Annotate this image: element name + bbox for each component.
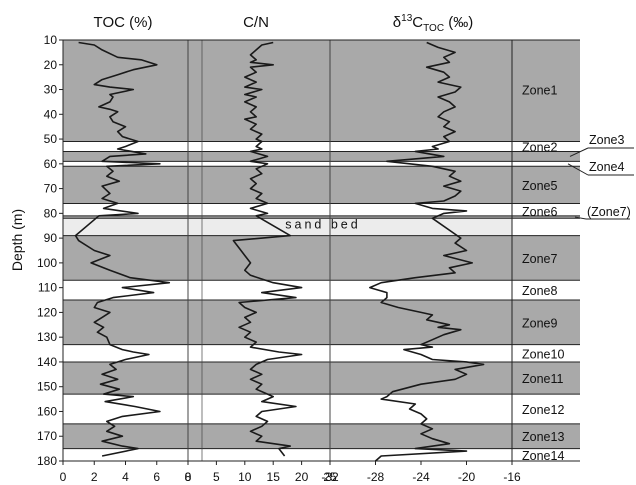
- x-tick-label-p3-5: -16: [503, 470, 521, 484]
- axes-layer: 0 2 4 6 80 5 10 15 20 25-32 -28 -24 -20 -161020304050…: [37, 33, 521, 484]
- y-tick-label-1: 10: [44, 33, 58, 47]
- zone4-leader: [567, 163, 589, 176]
- zone-label-11: Zone9: [522, 316, 557, 330]
- x-tick-label-p1-4: 6: [153, 470, 160, 484]
- panel-dividers: [62, 39, 513, 462]
- zone-band-10: [63, 280, 580, 301]
- x-tick-label-p2-4: 15: [267, 470, 281, 484]
- series-line-1: [74, 41, 171, 457]
- zone-band-15: [63, 423, 580, 449]
- zone-label-9: Zone7: [522, 252, 557, 266]
- zone-band-12: [63, 344, 580, 362]
- panel-title-cn: C/N: [243, 14, 269, 31]
- panel-title-toc: TOC (%): [94, 14, 153, 31]
- x-tick-label-p3-1: -32: [321, 470, 339, 484]
- zone-label-zone7-paren: (Zone7): [587, 205, 631, 219]
- y-tick-label-3: 30: [44, 83, 58, 97]
- y-tick-label-14: 140: [37, 355, 57, 369]
- zone7-paren-leader: [574, 216, 587, 220]
- y-tick-label-9: 90: [44, 231, 58, 245]
- series-layer: [74, 41, 485, 462]
- x-tick-label-p1-2: 2: [91, 470, 98, 484]
- zone-label-5: Zone5: [522, 179, 557, 193]
- zone-label-12: Zone10: [522, 347, 564, 361]
- y-tick-label-8: 80: [44, 206, 58, 220]
- y-tick-label-10: 100: [37, 256, 57, 270]
- x-tick-label-p1-5: 8: [185, 470, 192, 484]
- zone3-leader: [569, 147, 589, 157]
- y-tick-label-17: 170: [37, 429, 57, 443]
- y-tick-label-7: 70: [44, 182, 58, 196]
- series-line-2: [232, 41, 303, 457]
- zone-band-5: [63, 166, 580, 204]
- zone-label-zone4: Zone4: [589, 160, 624, 174]
- x-tick-label-p3-4: -20: [458, 470, 476, 484]
- zone-label-10: Zone8: [522, 284, 557, 298]
- y-tick-label-4: 40: [44, 107, 58, 121]
- zone-band-9: [63, 235, 580, 281]
- zone-band-3: [63, 151, 580, 162]
- y-tick-label-15: 150: [37, 380, 57, 394]
- series-line-3: [369, 41, 485, 462]
- zone-band-4: [63, 161, 580, 167]
- zone-band-11: [63, 300, 580, 345]
- x-tick-label-p2-2: 5: [213, 470, 220, 484]
- panel-title-d13c: δ13CTOC (‰): [393, 13, 473, 34]
- zone-label-16: Zone14: [522, 449, 564, 463]
- x-tick-label-p2-5: 20: [295, 470, 309, 484]
- y-tick-label-2: 20: [44, 58, 58, 72]
- zone-label-13: Zone11: [522, 372, 564, 386]
- y-tick-label-16: 160: [37, 404, 57, 418]
- y-tick-label-6: 60: [44, 157, 58, 171]
- y-tick-label-12: 120: [37, 305, 57, 319]
- zone-label-2: Zone2: [522, 140, 557, 154]
- zone-band-7: [63, 215, 580, 219]
- x-tick-label-p3-2: -28: [367, 470, 385, 484]
- zone-band-6: [63, 203, 580, 216]
- zone-band-13: [63, 361, 580, 395]
- y-tick-label-5: 50: [44, 132, 58, 146]
- zone-band-16: [63, 448, 580, 461]
- y-tick-label-11: 110: [38, 281, 57, 295]
- y-tick-label-18: 180: [37, 454, 57, 468]
- zone-labels: Zone1 Zone2 Zone5 Zone6 sand bed Zone7 Zone8 Zo…: [285, 84, 634, 463]
- x-tick-label-p1-3: 4: [122, 470, 129, 484]
- zone-label-6: Zone6: [522, 205, 557, 219]
- sand-bed-label: sand bed: [285, 217, 360, 231]
- zones-layer: [63, 39, 580, 462]
- x-tick-label-p1-1: 0: [60, 470, 67, 484]
- plot-frame: [62, 39, 513, 462]
- x-tick-label-p2-3: 10: [238, 470, 252, 484]
- zone-band-1: [63, 40, 580, 142]
- y-axis-label: Depth (m): [9, 209, 25, 271]
- zone-label-14: Zone12: [522, 403, 564, 417]
- x-tick-label-p2-6: 25: [323, 470, 337, 484]
- zone-label-zone3: Zone3: [589, 133, 624, 147]
- zone-band-2: [63, 141, 580, 152]
- x-tick-label-p3-3: -24: [412, 470, 430, 484]
- y-tick-label-13: 130: [37, 330, 57, 344]
- zone-label-1: Zone1: [522, 84, 557, 98]
- zone-band-8: [63, 218, 512, 236]
- x-tick-label-p2-1: 0: [185, 470, 192, 484]
- zone-band-14: [63, 394, 580, 424]
- zone-label-15: Zone13: [522, 430, 564, 444]
